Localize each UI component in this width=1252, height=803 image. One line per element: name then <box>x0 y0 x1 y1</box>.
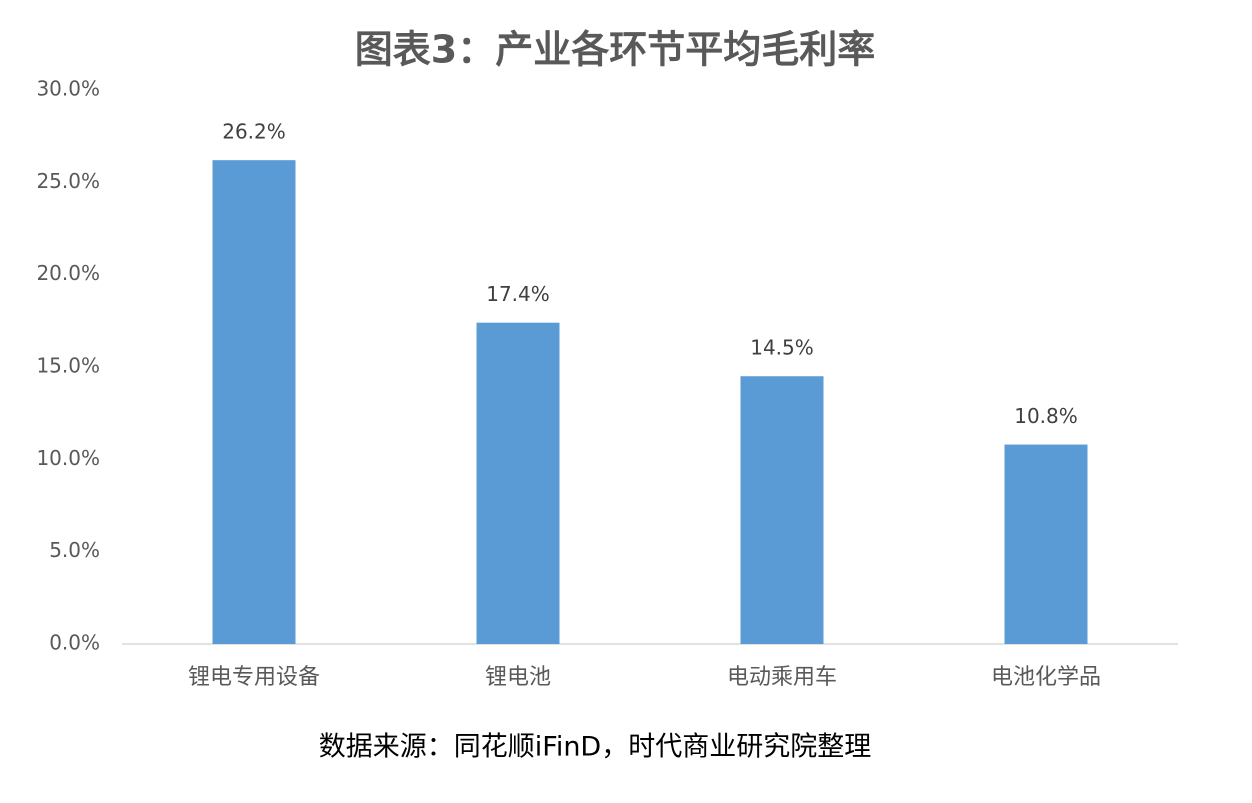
x-tick-label: 锂电池 <box>485 665 551 690</box>
source-note: 数据来源：同花顺iFinD，时代商业研究院整理 <box>319 732 871 763</box>
x-tick-label: 锂电专用设备 <box>188 665 320 690</box>
data-label: 10.8% <box>1014 404 1078 428</box>
data-label: 17.4% <box>486 282 550 306</box>
chart-title: 图表3：产业各环节平均毛利率 <box>355 28 875 72</box>
y-tick-label: 25.0% <box>36 169 100 193</box>
y-tick-label: 20.0% <box>36 261 100 285</box>
y-tick-label: 15.0% <box>36 354 100 378</box>
x-tick-label: 电动乘用车 <box>727 665 837 690</box>
x-tick-label: 电池化学品 <box>991 665 1101 690</box>
data-label: 14.5% <box>750 336 814 360</box>
y-tick-label: 0.0% <box>49 631 100 655</box>
y-tick-label: 10.0% <box>36 446 100 470</box>
bar <box>476 322 560 644</box>
y-tick-label: 5.0% <box>49 538 100 562</box>
y-tick-label: 30.0% <box>36 77 100 101</box>
data-label: 26.2% <box>222 120 286 144</box>
bar <box>1004 444 1088 644</box>
bar <box>212 160 296 644</box>
bar <box>740 376 824 644</box>
